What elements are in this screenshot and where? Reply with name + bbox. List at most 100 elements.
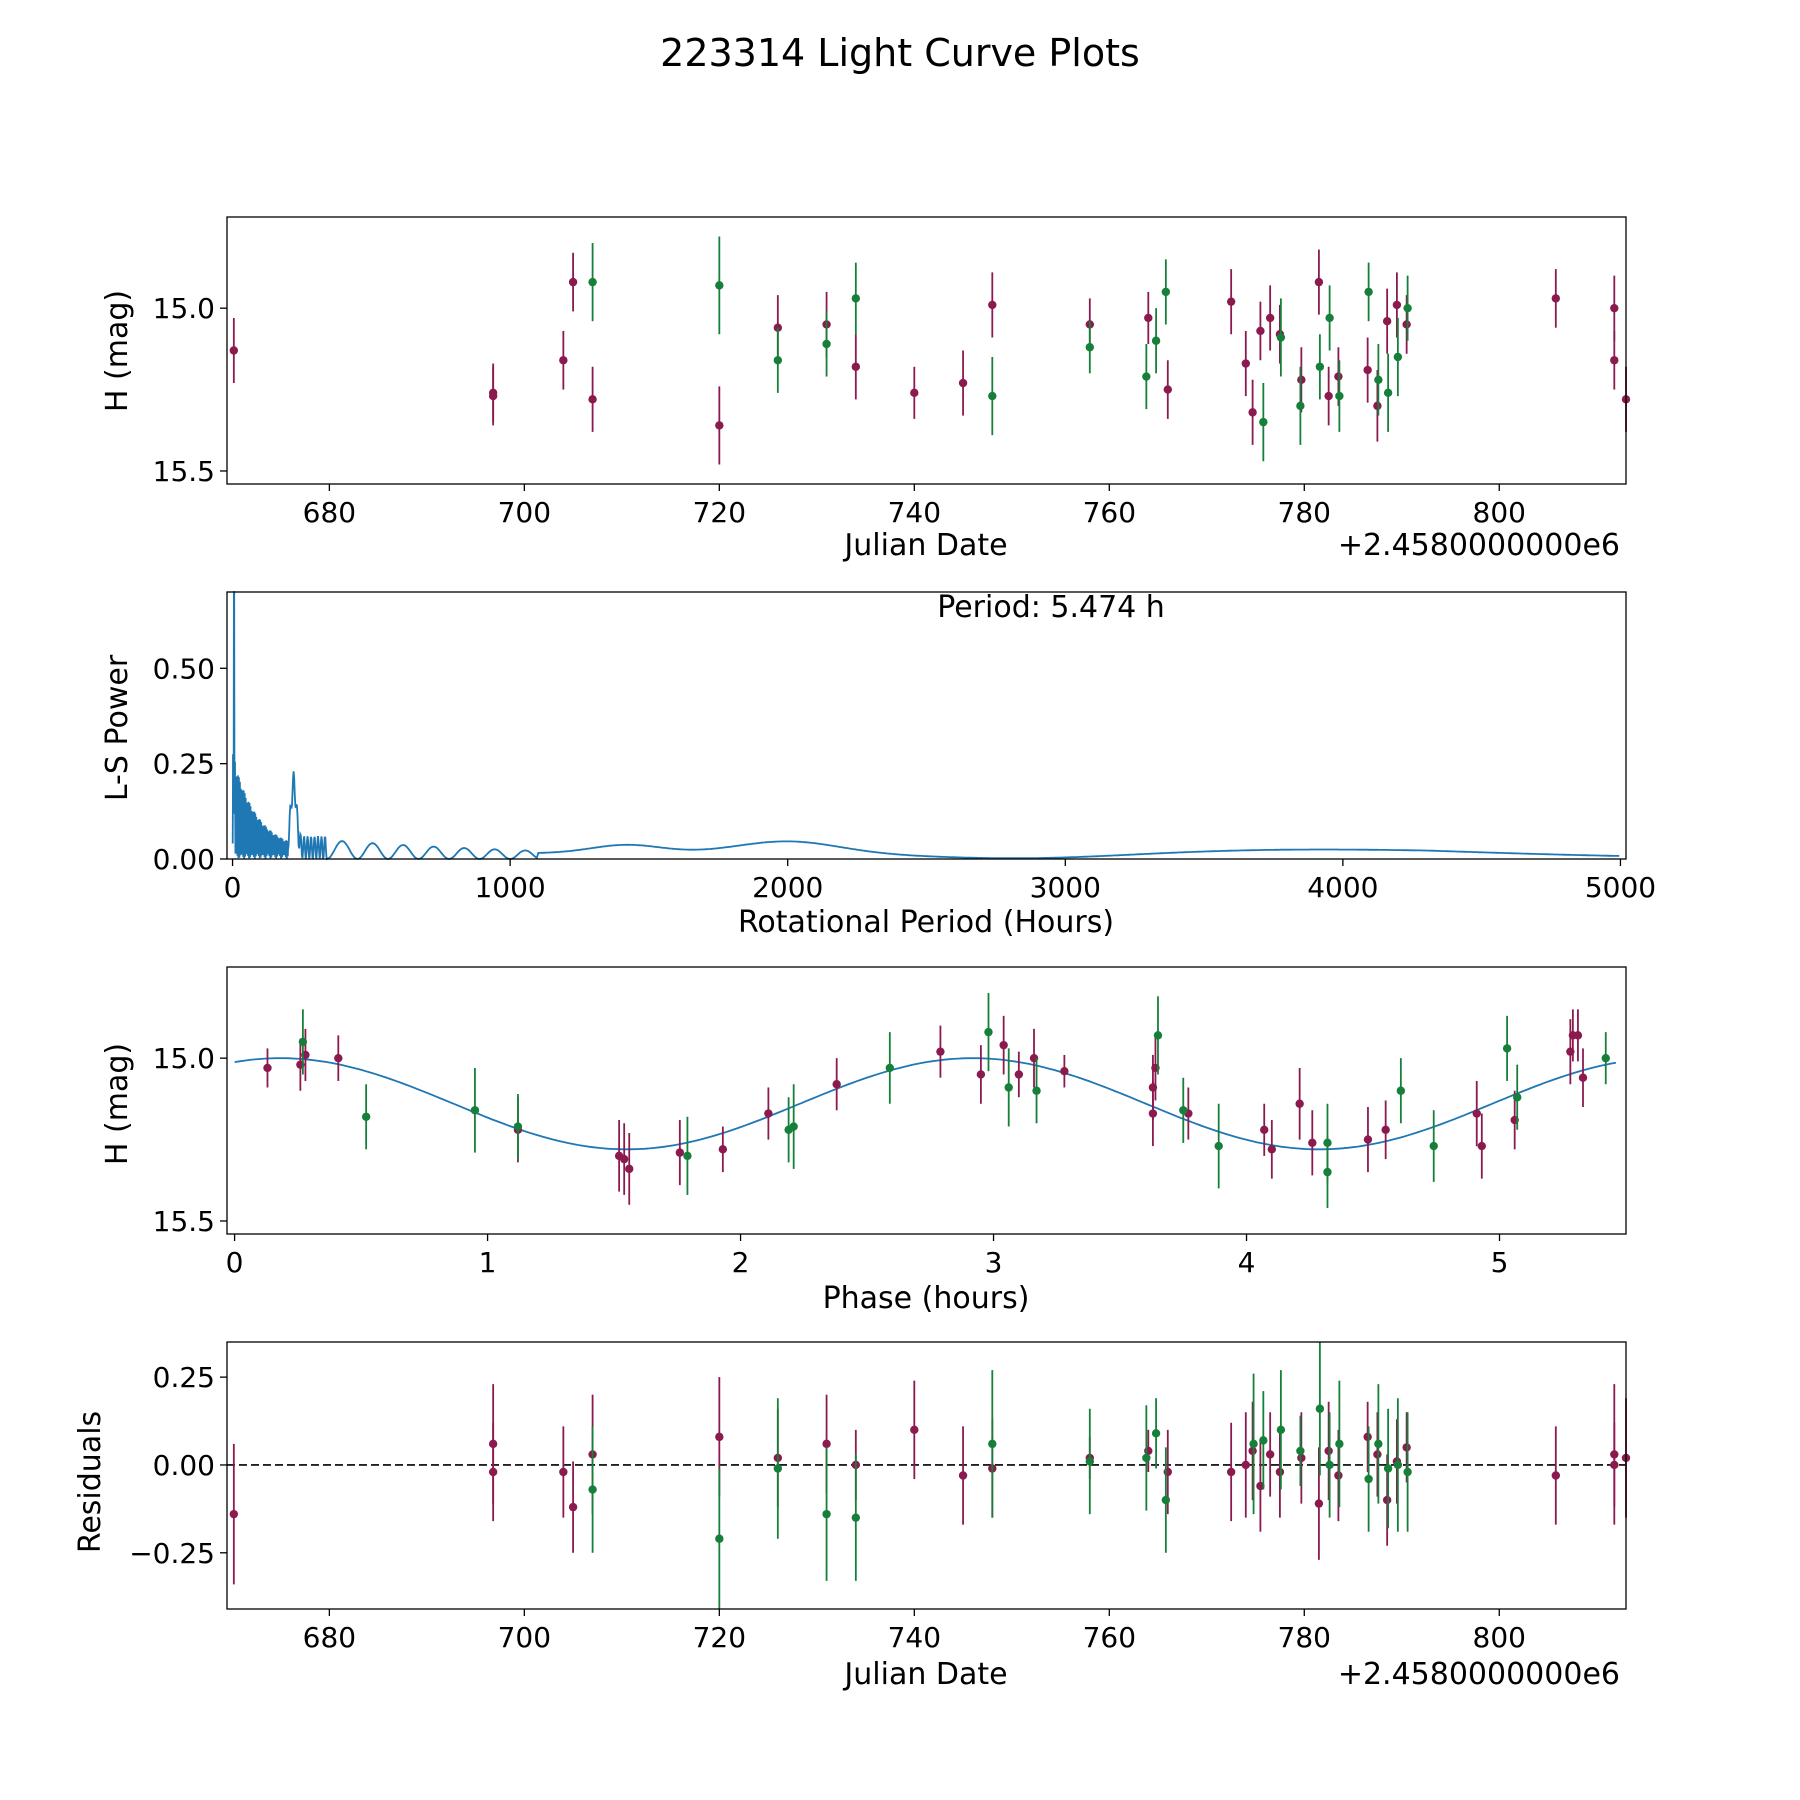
data-point-maroon-0-23	[1314, 277, 1324, 287]
axes-frame-3	[226, 1341, 1627, 1610]
data-point-green-0-14	[1325, 313, 1334, 323]
data-point-maroon-0-22	[1297, 375, 1306, 385]
x-tick-label-2-3: 3	[985, 1246, 1003, 1279]
y-tick-label-2-0: 15.0	[153, 1042, 215, 1075]
data-point-maroon-0-3	[559, 356, 568, 365]
data-point-maroon-3-10	[910, 1425, 919, 1435]
x-tick-label-1-2: 2000	[752, 871, 823, 904]
data-point-maroon-3-2	[488, 1467, 498, 1477]
data-point-maroon-2-23	[1267, 1145, 1277, 1154]
data-point-maroon-2-17	[1060, 1066, 1069, 1076]
light-curve-xlabel: Julian Date	[842, 528, 1007, 563]
axes-frame-2	[226, 966, 1627, 1235]
data-point-green-2-9	[1004, 1083, 1013, 1092]
data-point-green-3-19	[1383, 1464, 1393, 1473]
data-point-green-3-12	[1276, 1425, 1286, 1435]
data-point-green-3-7	[1142, 1453, 1151, 1463]
data-point-green-3-21	[1403, 1467, 1412, 1477]
data-point-maroon-2-34	[1566, 1047, 1575, 1056]
data-point-maroon-2-25	[1308, 1138, 1317, 1148]
periodogram-ylabel: L-S Power	[100, 654, 135, 801]
data-point-maroon-2-8	[675, 1148, 685, 1157]
panel-periodogram: 0 1000 2000 3000 4000 5000 0.00 0.25 0.50 Period…	[100, 590, 1656, 940]
data-point-maroon-0-32	[1610, 356, 1619, 365]
data-point-green-3-3	[822, 1509, 831, 1519]
data-point-green-0-4	[851, 294, 861, 303]
data-point-maroon-3-21	[1275, 1467, 1285, 1477]
x-tick-label-3-5: 780	[1278, 1621, 1331, 1654]
data-point-maroon-2-29	[1477, 1141, 1486, 1151]
data-point-maroon-2-9	[718, 1145, 728, 1154]
y-tick-label-1-2: 0.50	[153, 652, 215, 685]
data-point-maroon-3-6	[715, 1432, 724, 1442]
data-point-green-2-0	[298, 1037, 308, 1047]
data-point-green-0-12	[1296, 401, 1305, 411]
data-point-maroon-0-7	[773, 323, 783, 332]
data-point-maroon-0-19	[1256, 326, 1265, 336]
data-point-maroon-3-16	[1226, 1467, 1236, 1477]
x-tick-label-3-3: 740	[888, 1621, 941, 1654]
periodogram-plot-area: 0 1000 2000 3000 4000 5000 0.00 0.25 0.50	[153, 591, 1656, 904]
phase-folded-ylabel: H (mag)	[100, 1043, 135, 1165]
data-point-maroon-2-10	[764, 1109, 773, 1118]
data-point-maroon-0-24	[1324, 391, 1333, 401]
data-point-green-2-18	[1502, 1044, 1512, 1053]
data-point-green-2-19	[1513, 1093, 1522, 1102]
x-tick-label-2-0: 0	[226, 1246, 244, 1279]
data-point-maroon-0-6	[715, 421, 724, 430]
panel-phase-folded: 0 1 2 3 4 5 15.0 15.5 Phase (hours) H (mag)	[100, 966, 1627, 1316]
data-point-green-0-18	[1383, 388, 1393, 398]
data-point-maroon-3-28	[1382, 1495, 1392, 1505]
periodogram-curve	[231, 591, 1620, 861]
data-point-green-0-11	[1276, 333, 1286, 342]
light-curve-x-offset: +2.4580000000e6	[1338, 528, 1620, 563]
light-curve-plot-area: 680 700 720 740 760 780 800 15.0 15.5	[153, 216, 1631, 529]
data-point-maroon-2-28	[1472, 1109, 1481, 1118]
data-point-green-0-0	[588, 277, 597, 287]
x-tick-label-2-2: 2	[732, 1246, 750, 1279]
data-point-green-0-20	[1403, 303, 1412, 313]
figure-title: 223314 Light Curve Plots	[660, 31, 1140, 75]
data-point-maroon-3-4	[568, 1502, 578, 1512]
data-point-maroon-0-4	[568, 277, 578, 287]
data-point-maroon-3-33	[1610, 1460, 1619, 1470]
data-point-green-0-1	[715, 281, 724, 290]
residuals-x-offset: +2.4580000000e6	[1338, 1657, 1620, 1692]
data-point-green-3-4	[851, 1513, 861, 1522]
light-curve-ylabel: H (mag)	[100, 290, 135, 412]
x-tick-label-3-0: 680	[303, 1621, 356, 1654]
data-point-maroon-0-11	[958, 378, 968, 388]
data-point-green-3-20	[1393, 1460, 1403, 1470]
data-point-green-2-8	[984, 1027, 993, 1037]
x-tick-label-0-3: 740	[888, 496, 941, 529]
data-point-maroon-2-13	[976, 1070, 986, 1079]
x-tick-label-0-0: 680	[303, 496, 356, 529]
y-tick-label-0-1: 15.5	[153, 455, 215, 488]
y-tick-label-1-1: 0.25	[153, 748, 215, 781]
y-tick-label-2-1: 15.5	[153, 1205, 215, 1238]
axes-frame-1	[226, 591, 1627, 860]
x-tick-label-3-2: 720	[693, 1621, 746, 1654]
y-tick-label-3-2: 0.25	[153, 1361, 215, 1394]
data-point-maroon-3-26	[1363, 1432, 1372, 1442]
data-point-green-3-13	[1296, 1446, 1305, 1456]
panel-light-curve: 680 700 720 740 760 780 800 15.0 15.5 Julian Dat…	[100, 216, 1631, 563]
data-point-maroon-2-15	[1014, 1070, 1024, 1079]
data-point-maroon-2-12	[936, 1047, 945, 1056]
residuals-plot-area: 680 700 720 740 760 780 800 −0.25 0.00 0.25	[129, 1341, 1631, 1654]
data-point-green-3-5	[988, 1439, 997, 1449]
data-point-green-3-16	[1335, 1439, 1344, 1449]
fit-curve	[234, 1057, 1617, 1151]
data-point-maroon-3-3	[559, 1467, 568, 1477]
data-point-green-3-11	[1259, 1436, 1268, 1445]
data-point-green-0-6	[1085, 343, 1094, 352]
data-point-green-0-5	[988, 391, 997, 401]
data-point-green-3-0	[588, 1485, 597, 1494]
data-point-maroon-0-25	[1334, 372, 1343, 381]
data-point-maroon-2-3	[334, 1053, 343, 1063]
data-point-maroon-2-6	[619, 1154, 629, 1164]
data-point-maroon-3-17	[1241, 1460, 1250, 1470]
periodogram-annotation: Period: 5.474 h	[937, 590, 1165, 625]
data-point-green-0-2	[773, 356, 783, 365]
